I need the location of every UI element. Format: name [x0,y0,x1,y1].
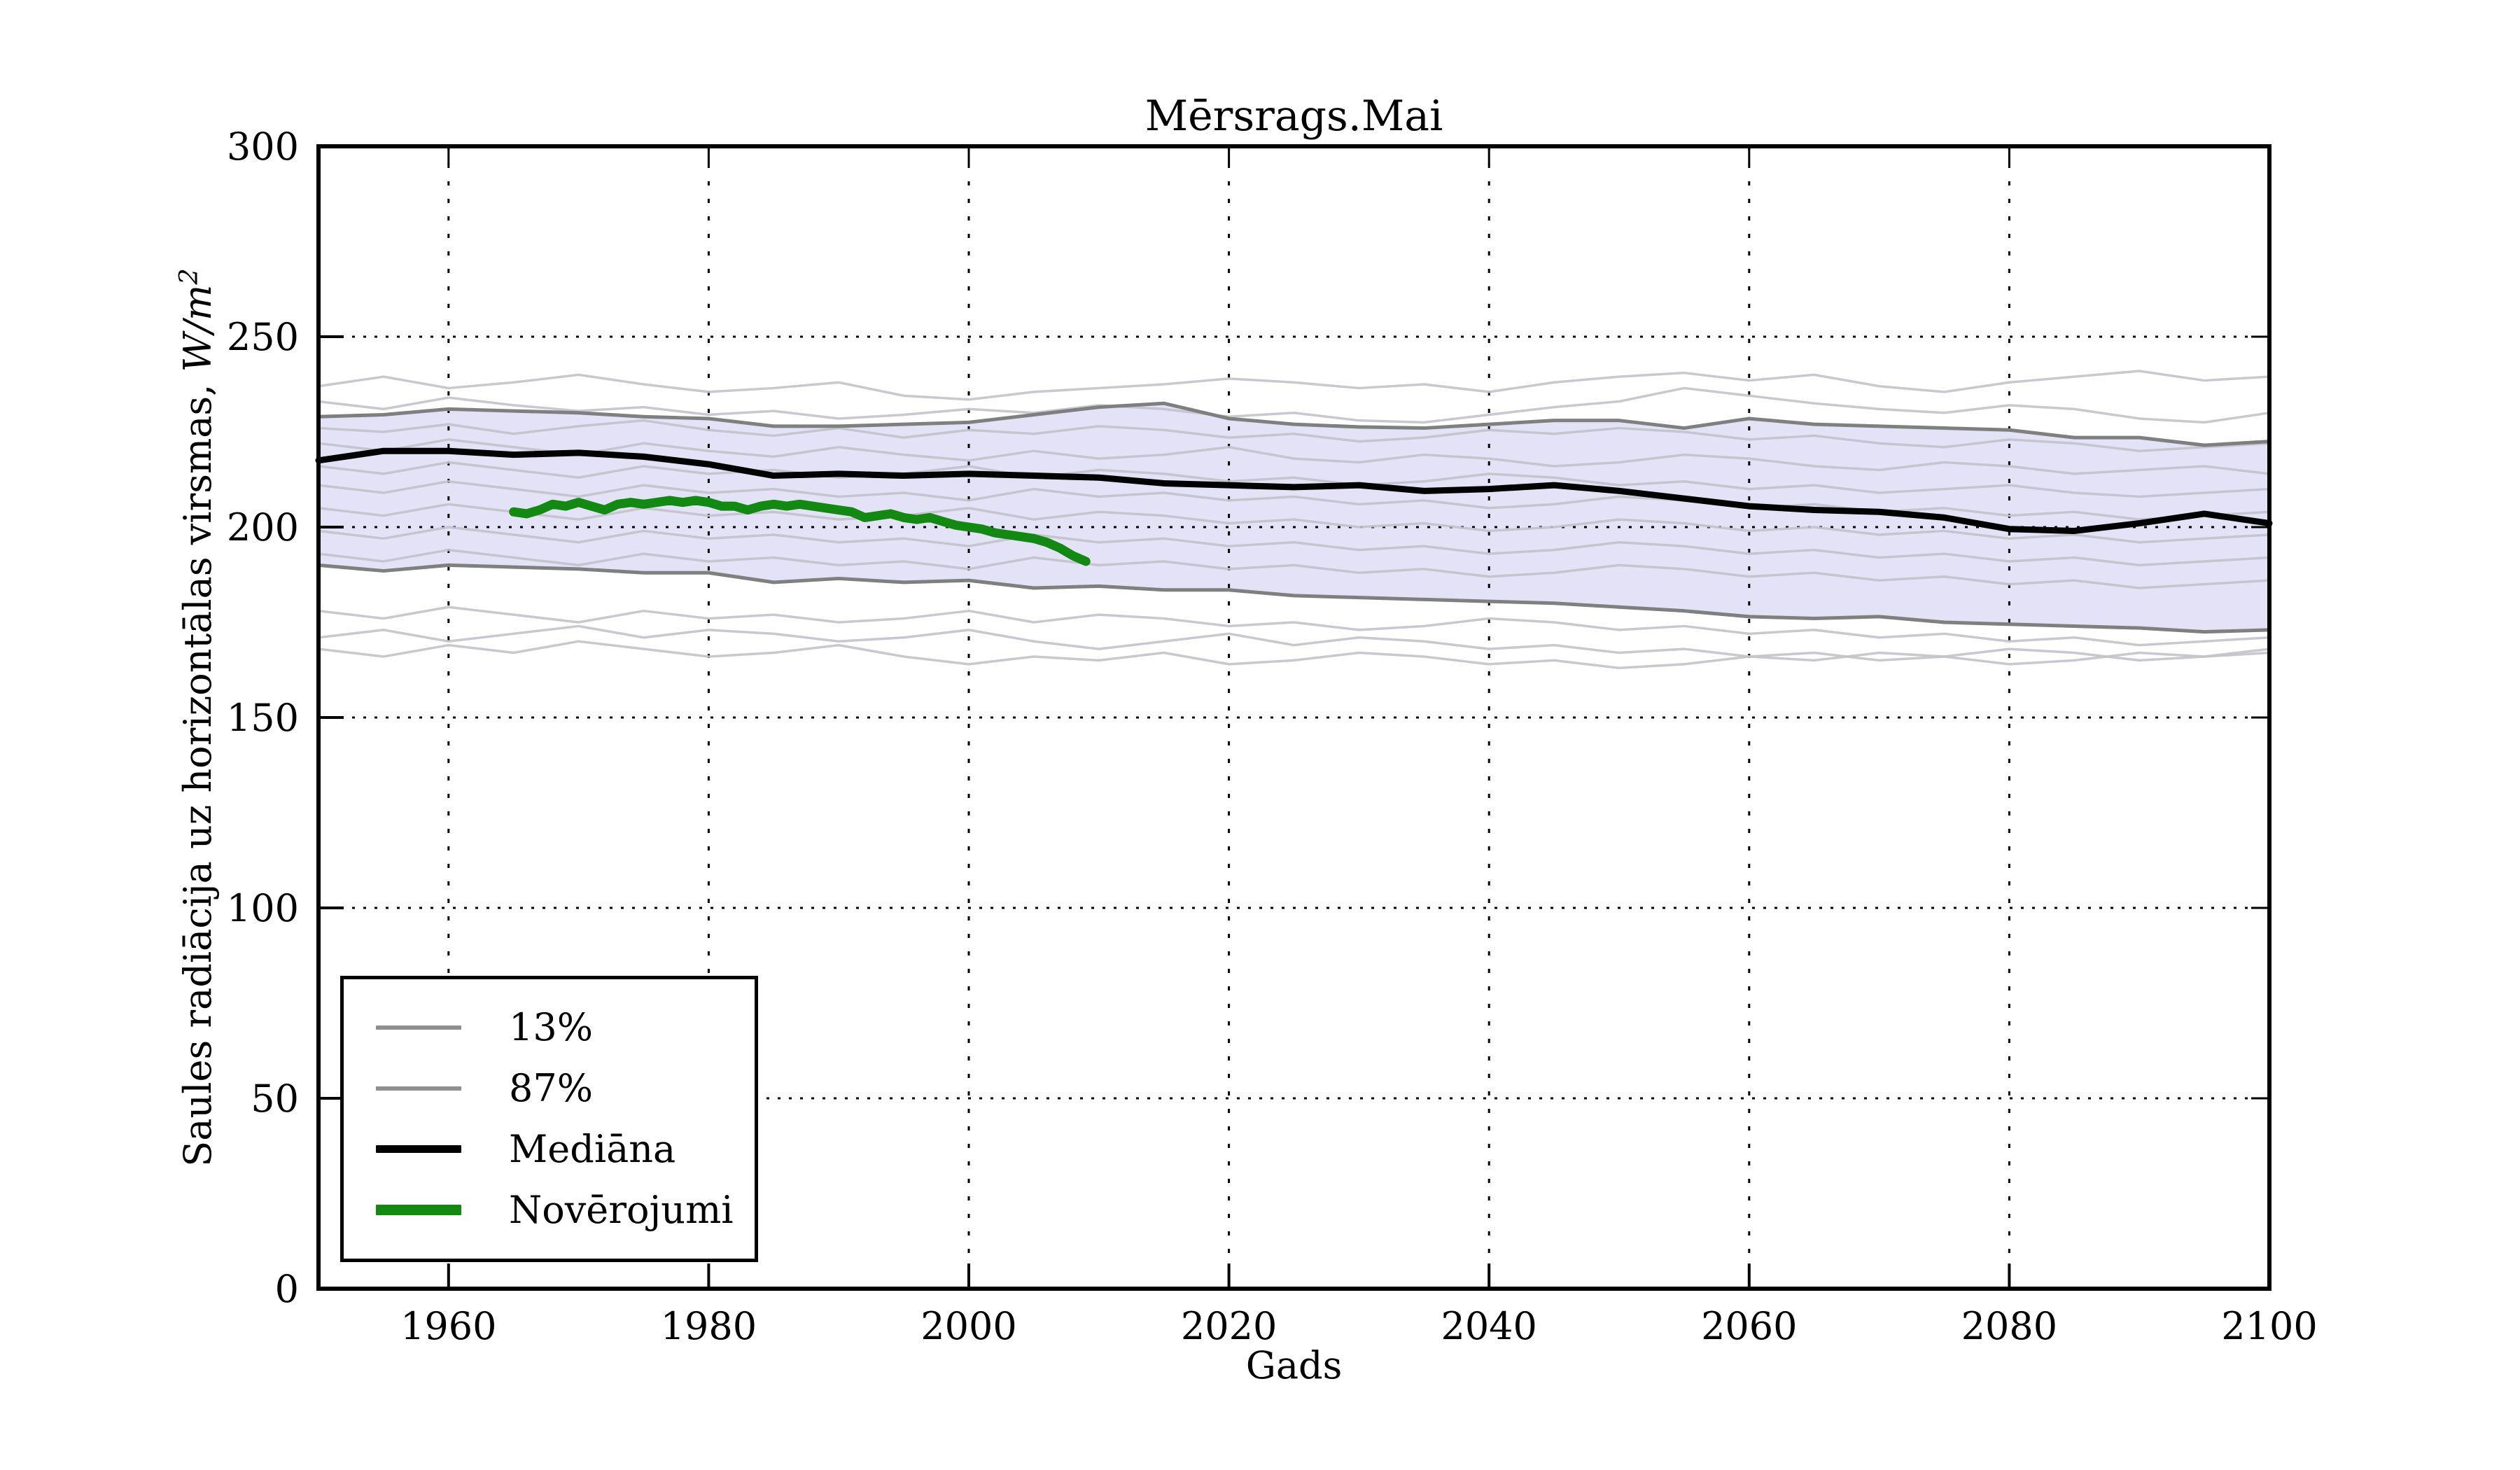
ensemble-line [318,526,2270,567]
y-tick-label: 250 [227,315,299,359]
y-tick-label: 300 [227,125,299,169]
x-tick-label: 2060 [1701,1304,1797,1348]
legend-entry-mediana: Mediāna [376,1130,741,1168]
y-axis-label-text: Saules radiācija uz horizontālas virsmas… [176,372,220,1167]
y-axis-label-units: W/m [176,284,220,372]
ensemble-line [318,548,2270,589]
x-axis-label: Gads [1245,1343,1343,1387]
ensemble-line [318,479,2270,521]
ensemble-line [318,461,2270,498]
legend-label: 13% [509,1005,594,1050]
x-tick-label: 1960 [400,1304,496,1348]
legend-entry-noverojumi: Novērojumi [376,1191,741,1229]
legend-label: 87% [509,1066,594,1111]
median-line-sample [376,1145,461,1154]
legend-entry-13pct: 13% [376,1009,741,1046]
y-tick-label: 150 [227,696,299,740]
ensemble-line [318,606,2270,647]
y-tick-label: 100 [227,886,299,930]
percentile-13-line [318,563,2270,634]
legend-entry-87pct: 87% [376,1070,741,1107]
ensemble-line [318,438,2270,475]
legend-label: Mediāna [509,1126,676,1171]
y-tick-label: 200 [227,505,299,550]
ensemble-line [318,419,2270,452]
percentile-87-line-sample [376,1086,461,1091]
x-tick-label: 2020 [1181,1304,1277,1348]
median-line [315,447,2273,534]
observations-line-sample [376,1205,461,1216]
chart-title: Mērsrags.Mai [1144,92,1443,141]
ensemble-line [318,370,2270,401]
uncertainty-band [318,403,2269,632]
x-tick-label: 2040 [1441,1304,1536,1348]
x-tick-label: 2000 [920,1304,1016,1348]
y-tick-label: 0 [275,1267,299,1311]
percentile-13-line-sample [376,1026,461,1030]
y-axis-label: Saules radiācija uz horizontālas virsmas… [158,88,220,1348]
x-tick-label: 1980 [661,1304,757,1348]
percentile-87-line [318,401,2270,447]
legend-label: Novērojumi [509,1187,734,1232]
ensemble-line [318,386,2270,424]
x-tick-label: 2100 [2221,1304,2317,1348]
x-tick-label: 2080 [1961,1304,2057,1348]
ensemble-line [318,624,2270,662]
y-tick-label: 50 [251,1077,299,1121]
observations-line [509,496,1091,566]
legend-box: 13% 87% Mediāna Novērojumi [340,976,758,1262]
y-axis-label-exponent: 2 [174,268,204,285]
